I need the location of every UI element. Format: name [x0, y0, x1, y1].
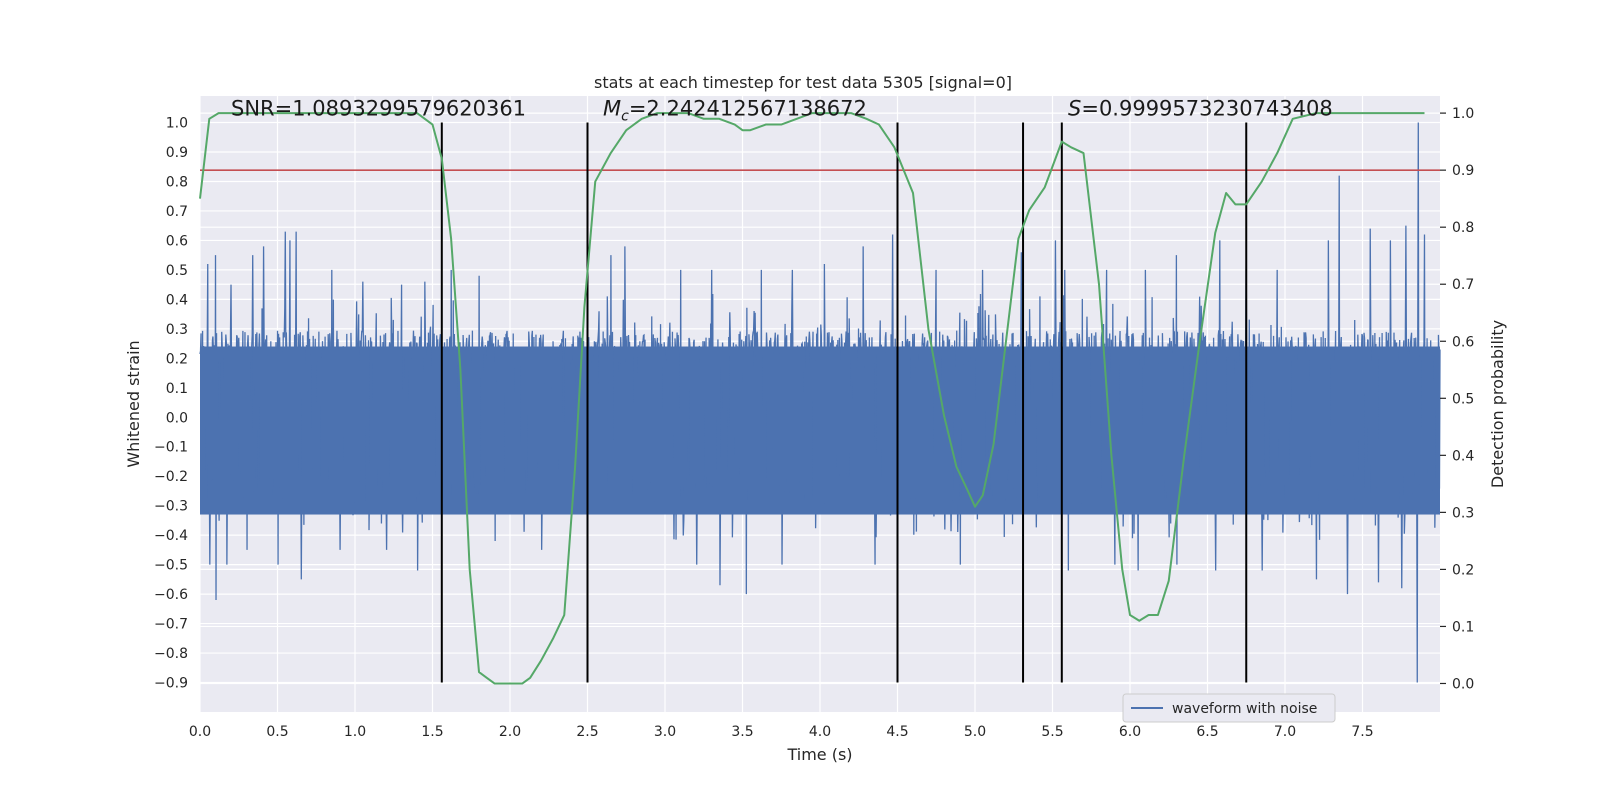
- annotations: SNR=1.0893299579620361 Mc=2.242412567138…: [231, 97, 1333, 125]
- y-tick-label-9: 0.0: [166, 410, 188, 426]
- waveform-series: [199, 122, 1441, 683]
- x-axis-label: Time (s): [786, 745, 852, 764]
- x-tick-label-1: 0.5: [266, 724, 288, 740]
- y-tick-label-11: 0.2: [166, 351, 188, 367]
- legend: waveform with noise: [1122, 693, 1336, 723]
- y2-tick-label-3: 0.3: [1452, 505, 1474, 521]
- y2-tick-label-7: 0.7: [1452, 277, 1474, 293]
- y2-tick-label-4: 0.4: [1452, 448, 1474, 464]
- annotation-chirp-mass-symbol: M: [603, 97, 621, 121]
- y-tick-label-10: 0.1: [166, 381, 188, 397]
- x-tick-label-7: 3.5: [731, 724, 753, 740]
- y-tick-label-19: 1.0: [166, 116, 188, 132]
- x-tick-label-14: 7.0: [1274, 724, 1296, 740]
- y-tick-label-13: 0.4: [166, 292, 188, 308]
- y-tick-label-16: 0.7: [166, 204, 188, 220]
- y2-tick-label-10: 1.0: [1452, 106, 1474, 122]
- detection-probability-line: [199, 112, 1425, 685]
- y-tick-label-12: 0.3: [166, 322, 188, 338]
- y-tick-label-0: −0.9: [154, 676, 188, 692]
- y-tick-label-14: 0.5: [166, 263, 188, 279]
- y-tick-label-1: −0.8: [154, 646, 188, 662]
- vertical-markers: [440, 122, 1248, 683]
- y2-tick-label-8: 0.8: [1452, 220, 1474, 236]
- x-tick-label-2: 1.0: [344, 724, 366, 740]
- y-tick-label-8: −0.1: [154, 440, 188, 456]
- y2-tick-label-9: 0.9: [1452, 163, 1474, 179]
- chart-title: stats at each timestep for test data 530…: [594, 73, 1012, 92]
- x-tick-label-8: 4.0: [809, 724, 831, 740]
- y-tick-label-17: 0.8: [166, 174, 188, 190]
- annotation-chirp-mass: Mc=2.242412567138672: [603, 97, 867, 125]
- x-tick-label-12: 6.0: [1119, 724, 1141, 740]
- y-tick-label-15: 0.6: [166, 233, 188, 249]
- y-tick-label-7: −0.2: [154, 469, 188, 485]
- y-axis-label: Whitened strain: [124, 340, 143, 467]
- x-tick-label-3: 1.5: [421, 724, 443, 740]
- x-tick-label-15: 7.5: [1351, 724, 1373, 740]
- y-axis-ticks: −0.9 −0.8 −0.7 −0.6 −0.5 −0.4 −0.3 −0.2 −0.1 0.0 0…: [154, 116, 188, 692]
- x-tick-label-4: 2.0: [499, 724, 521, 740]
- x-axis-ticks: 0.0 0.5 1.0 1.5 2.0 2.5 3.0 3.5 4.0 4.5 5.0 5.5 6.0 6…: [189, 724, 1374, 740]
- y-tick-label-18: 0.9: [166, 145, 188, 161]
- y2-tick-label-0: 0.0: [1452, 676, 1474, 692]
- y-tick-label-5: −0.4: [154, 528, 188, 544]
- y-tick-label-2: −0.7: [154, 617, 188, 633]
- y2-tick-label-5: 0.5: [1452, 391, 1474, 407]
- y-tick-label-6: −0.3: [154, 499, 188, 515]
- y2-tick-label-2: 0.2: [1452, 562, 1474, 578]
- legend-entry-waveform: waveform with noise: [1172, 701, 1317, 717]
- annotation-s-value: =0.9999573230743408: [1081, 97, 1332, 121]
- y-tick-label-3: −0.6: [154, 587, 188, 603]
- x-tick-label-0: 0.0: [189, 724, 211, 740]
- y2-axis-ticks: 0.0 0.1 0.2 0.3 0.4 0.5 0.6 0.7 0.8 0.9 1.0: [1440, 106, 1474, 692]
- waveform-line: [199, 122, 1441, 683]
- probability-series: [199, 112, 1425, 685]
- legend-box: [1122, 693, 1336, 723]
- x-tick-label-13: 6.5: [1196, 724, 1218, 740]
- y2-axis-label: Detection probability: [1488, 320, 1507, 488]
- x-tick-label-6: 3.0: [654, 724, 676, 740]
- annotation-chirp-mass-value: =2.242412567138672: [629, 97, 867, 121]
- x-tick-label-10: 5.0: [964, 724, 986, 740]
- annotation-s-symbol: S: [1068, 97, 1081, 121]
- x-tick-label-9: 4.5: [886, 724, 908, 740]
- y-tick-label-4: −0.5: [154, 558, 188, 574]
- annotation-chirp-mass-subscript: c: [621, 109, 629, 125]
- annotation-snr: SNR=1.0893299579620361: [231, 97, 526, 121]
- annotation-s: S=0.9999573230743408: [1068, 97, 1333, 121]
- y2-tick-label-1: 0.1: [1452, 619, 1474, 635]
- x-tick-label-5: 2.5: [576, 724, 598, 740]
- x-tick-label-11: 5.5: [1041, 724, 1063, 740]
- y2-tick-label-6: 0.6: [1452, 334, 1474, 350]
